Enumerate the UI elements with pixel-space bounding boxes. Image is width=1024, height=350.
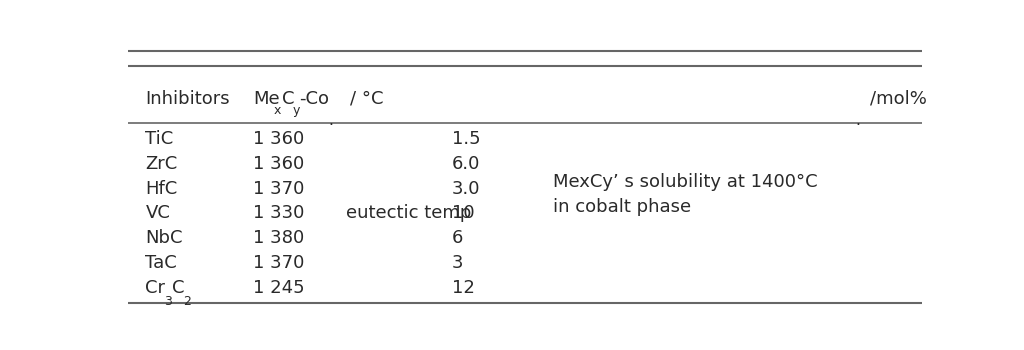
Text: 1 330: 1 330 xyxy=(253,204,305,222)
Text: 3.0: 3.0 xyxy=(452,180,480,198)
Text: 1 370: 1 370 xyxy=(253,180,305,198)
Text: TaC: TaC xyxy=(145,254,177,272)
Text: Cr: Cr xyxy=(145,279,166,297)
Text: /mol%: /mol% xyxy=(870,90,927,107)
Text: -Co: -Co xyxy=(299,90,330,107)
Text: C: C xyxy=(172,279,185,297)
Text: 1.5: 1.5 xyxy=(452,130,480,148)
Text: .: . xyxy=(328,113,333,128)
Text: 1 360: 1 360 xyxy=(253,155,304,173)
Text: Me: Me xyxy=(253,90,280,107)
Text: .: . xyxy=(856,113,860,128)
Text: in cobalt phase: in cobalt phase xyxy=(553,198,691,216)
Text: 3: 3 xyxy=(164,295,172,308)
Text: 1 360: 1 360 xyxy=(253,130,304,148)
Text: 6: 6 xyxy=(452,229,463,247)
Text: MexCy’ s solubility at 1400°C: MexCy’ s solubility at 1400°C xyxy=(553,173,817,191)
Text: 1 380: 1 380 xyxy=(253,229,304,247)
Text: 1 245: 1 245 xyxy=(253,279,305,297)
Text: 6.0: 6.0 xyxy=(452,155,480,173)
Text: 1 370: 1 370 xyxy=(253,254,305,272)
Text: HfC: HfC xyxy=(145,180,178,198)
Text: 3: 3 xyxy=(452,254,463,272)
Text: 2: 2 xyxy=(182,295,190,308)
Text: ZrC: ZrC xyxy=(145,155,178,173)
Text: y: y xyxy=(292,104,300,117)
Text: 12: 12 xyxy=(452,279,475,297)
Text: Inhibitors: Inhibitors xyxy=(145,90,230,107)
Text: VC: VC xyxy=(145,204,170,222)
Text: eutectic temp: eutectic temp xyxy=(346,204,472,222)
Text: NbC: NbC xyxy=(145,229,183,247)
Text: x: x xyxy=(273,104,281,117)
Text: C: C xyxy=(282,90,295,107)
Text: TiC: TiC xyxy=(145,130,174,148)
Text: 10: 10 xyxy=(452,204,474,222)
Text: / °C: / °C xyxy=(350,90,384,107)
